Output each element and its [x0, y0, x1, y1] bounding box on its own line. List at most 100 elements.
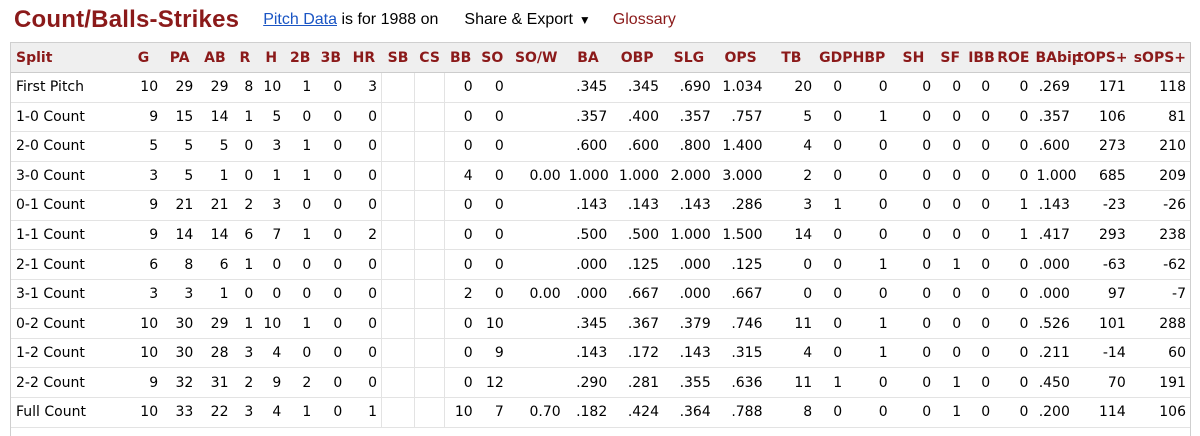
stat-cell: 0	[444, 102, 477, 133]
stat-cell: 70	[1073, 367, 1130, 399]
stat-cell: 1.000	[663, 220, 715, 251]
column-header[interactable]: GDP	[816, 43, 853, 73]
stat-cell: 0	[994, 161, 1033, 192]
stat-cell: 5	[162, 131, 198, 162]
stat-cell: 0	[444, 190, 477, 221]
stat-cell: 2	[444, 279, 477, 310]
column-header[interactable]: BA	[564, 43, 612, 73]
stat-cell	[414, 131, 445, 162]
stat-cell	[507, 72, 565, 103]
stat-cell: 1	[285, 220, 316, 251]
stat-cell: 0	[285, 249, 316, 280]
column-header[interactable]: TB	[766, 43, 817, 73]
stat-cell: 0	[816, 220, 847, 251]
stat-cell: .667	[714, 279, 767, 310]
stat-cell: 0	[994, 308, 1033, 339]
stat-cell	[507, 102, 565, 133]
column-header[interactable]: OPS	[714, 43, 767, 73]
column-header[interactable]: sOPS+	[1129, 43, 1190, 73]
stat-cell: 0	[891, 131, 936, 162]
stat-cell: 10	[124, 308, 163, 339]
stat-cell: 0	[816, 397, 847, 428]
stat-cell: 1	[257, 161, 286, 192]
stat-cell: 0	[994, 72, 1033, 103]
column-header[interactable]: 3B	[315, 43, 347, 73]
stat-cell: -14	[1073, 338, 1130, 369]
stat-cell: .345	[564, 308, 612, 339]
stat-cell: 33	[162, 397, 198, 428]
column-header[interactable]: CS	[414, 43, 445, 73]
column-header[interactable]: SB	[381, 43, 415, 73]
stat-cell: .269	[1032, 72, 1074, 103]
column-header[interactable]: H	[257, 43, 286, 73]
stat-cell: 0	[285, 102, 316, 133]
stat-cell: 0	[846, 190, 892, 221]
column-header[interactable]: SF	[935, 43, 966, 73]
column-header[interactable]: ROE	[994, 43, 1033, 73]
stat-cell: 2	[232, 190, 258, 221]
column-header[interactable]: R	[232, 43, 258, 73]
column-header[interactable]: 2B	[285, 43, 316, 73]
stat-cell: 3	[124, 161, 163, 192]
stat-cell: 0	[315, 308, 347, 339]
column-header[interactable]: IBB	[965, 43, 995, 73]
stat-cell: 0	[891, 308, 936, 339]
stat-cell: 0	[232, 161, 258, 192]
stat-cell	[507, 308, 565, 339]
stat-cell: 0	[965, 308, 995, 339]
stat-cell: 0	[315, 367, 347, 399]
stat-cell: 0	[476, 131, 508, 162]
stat-cell: 7	[257, 220, 286, 251]
column-header[interactable]: Split	[11, 43, 125, 73]
pitch-data-link[interactable]: Pitch Data	[263, 11, 337, 28]
column-header[interactable]: SO/W	[507, 43, 565, 73]
column-header[interactable]: SH	[891, 43, 936, 73]
stat-cell: 0	[444, 338, 477, 369]
stat-cell: .690	[663, 72, 715, 103]
stat-cell: 0	[285, 190, 316, 221]
column-header[interactable]: HBP	[846, 43, 892, 73]
stat-cell: .600	[611, 131, 663, 162]
column-header[interactable]: OBP	[611, 43, 663, 73]
stat-cell: 6	[124, 249, 163, 280]
stat-cell	[414, 279, 445, 310]
stat-cell	[380, 338, 415, 369]
stat-cell: -62	[1129, 249, 1190, 280]
column-header[interactable]: G	[124, 43, 163, 73]
stat-cell: 0	[315, 161, 347, 192]
column-header[interactable]: SLG	[663, 43, 715, 73]
column-header[interactable]: SO	[476, 43, 508, 73]
table-row: 2-0 Count 5 5 5 0 3 1 0 0 0 0.600.600.800 1.400 4 0 0 0…	[11, 131, 1190, 162]
stat-cell: 10	[124, 72, 163, 103]
stat-cell: 32	[162, 367, 198, 399]
column-header[interactable]: PA	[162, 43, 198, 73]
share-export-menu[interactable]: Share & Export ▼	[464, 11, 590, 29]
stat-cell: 1	[285, 72, 316, 103]
stat-cell: 1.500	[714, 220, 767, 251]
column-header[interactable]: AB	[197, 43, 233, 73]
stat-cell: 0	[476, 220, 508, 251]
stat-cell: .125	[611, 249, 663, 280]
stat-cell: .600	[564, 131, 612, 162]
stat-cell: 28	[197, 338, 233, 369]
stat-cell: 4	[257, 338, 286, 369]
stat-cell: 0	[346, 131, 382, 162]
column-header[interactable]: BAbip	[1032, 43, 1082, 73]
table-row: 3-0 Count 3 5 1 0 1 1 0 0 4 0 0.00 1.000 1.000 2.000 3.…	[11, 161, 1190, 192]
stat-cell: 30	[162, 308, 198, 339]
stat-cell: 0	[476, 161, 508, 192]
column-header[interactable]: tOPS+	[1073, 43, 1130, 73]
glossary-link[interactable]: Glossary	[612, 11, 676, 28]
stat-cell: 106	[1073, 102, 1130, 133]
stat-cell: .000	[1032, 249, 1074, 280]
stat-cell: 0	[816, 308, 847, 339]
column-header[interactable]: BB	[444, 43, 477, 73]
stat-cell: 9	[124, 102, 163, 133]
stat-cell: .500	[611, 220, 663, 251]
column-header[interactable]: HR	[346, 43, 382, 73]
stat-cell: 21	[162, 190, 198, 221]
stat-cell: 0	[232, 131, 258, 162]
stat-cell: 10	[257, 308, 286, 339]
stat-cell: 0	[816, 249, 847, 280]
stat-cell: 1	[935, 249, 966, 280]
